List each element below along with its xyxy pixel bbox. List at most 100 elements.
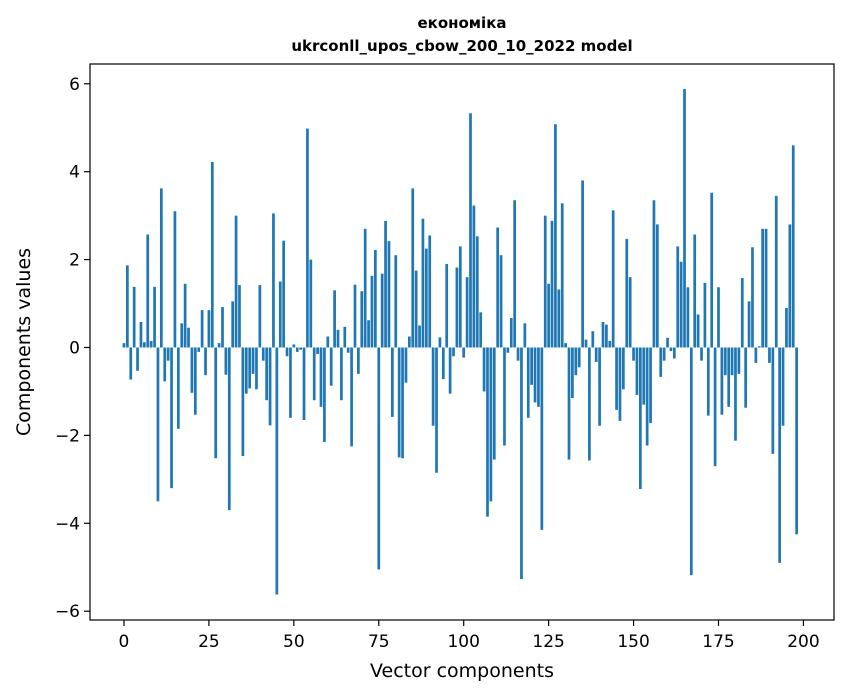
bar: [350, 347, 353, 447]
bar: [550, 220, 554, 348]
bar: [785, 307, 788, 348]
bar: [513, 200, 517, 348]
bar: [689, 347, 693, 576]
bar: [475, 236, 479, 348]
bar: [530, 347, 533, 385]
bar: [571, 347, 574, 399]
bar: [241, 347, 245, 457]
bar: [176, 347, 180, 429]
bar: [435, 347, 438, 473]
bar: [492, 347, 496, 460]
bar: [377, 347, 381, 570]
bar: [404, 347, 408, 383]
bar: [340, 347, 343, 401]
bar: [649, 347, 652, 424]
bar: [180, 323, 184, 348]
bar: [370, 275, 374, 348]
bar: [299, 347, 302, 350]
bar: [126, 265, 129, 348]
bar: [122, 343, 126, 348]
bar: [672, 347, 676, 359]
bar: [414, 270, 418, 348]
bar: [486, 347, 489, 517]
bar: [391, 347, 394, 417]
bar: [795, 347, 798, 535]
bar: [333, 290, 336, 348]
bar: [251, 347, 255, 374]
bar: [380, 273, 384, 348]
bar: [706, 347, 710, 416]
bar: [329, 347, 333, 386]
bar: [234, 215, 238, 348]
bar: [258, 285, 262, 348]
bar: [278, 281, 282, 348]
bar: [411, 188, 415, 348]
bar: [520, 347, 523, 580]
bar: [696, 314, 700, 348]
bar: [547, 283, 550, 348]
bar: [700, 347, 703, 361]
bar: [214, 347, 218, 459]
bar: [401, 347, 404, 459]
bar: [764, 228, 768, 348]
bar: [659, 347, 663, 377]
bar: [788, 224, 792, 348]
bar: [581, 180, 584, 348]
y-axis-ticks: −6 −4 −2 0 2 4 6: [55, 75, 90, 622]
bar: [462, 347, 466, 358]
bar: [645, 347, 649, 446]
bar: [190, 347, 194, 393]
bar: [319, 347, 323, 407]
bar: [554, 124, 557, 348]
bar: [652, 200, 656, 348]
y-tick-label: 6: [69, 75, 80, 95]
bar: [156, 347, 160, 502]
bar: [143, 342, 146, 348]
bar: [509, 318, 513, 348]
bar: [723, 347, 727, 376]
bar: [173, 211, 177, 348]
bar: [387, 241, 391, 348]
bar: [686, 287, 690, 348]
bar: [343, 326, 347, 348]
bar: [523, 323, 527, 348]
bar: [737, 347, 741, 374]
bar: [730, 347, 734, 376]
bar: [346, 347, 350, 353]
bar: [441, 347, 445, 380]
bar: [496, 227, 500, 348]
bar: [224, 347, 228, 375]
bar: [757, 346, 761, 348]
bar: [265, 347, 269, 401]
bar: [384, 220, 387, 348]
bar: [452, 347, 455, 357]
bar: [316, 347, 319, 355]
x-tick-label: 50: [283, 632, 305, 652]
bar: [261, 347, 265, 361]
bar: [666, 337, 669, 348]
bar: [244, 347, 248, 394]
bar: [132, 286, 136, 348]
bar: [744, 347, 748, 408]
bar: [394, 255, 398, 348]
bar: [751, 247, 754, 348]
bar: [564, 343, 567, 348]
bar: [761, 228, 765, 348]
bar: [421, 218, 425, 348]
bar: [632, 347, 635, 361]
bar: [710, 192, 714, 348]
bar: [791, 145, 795, 348]
x-axis-label: Vector components: [370, 660, 554, 682]
bar: [166, 347, 170, 361]
y-tick-label: 2: [69, 251, 80, 271]
bar: [683, 89, 686, 348]
bar: [560, 203, 564, 348]
bar: [197, 347, 201, 352]
bar: [747, 301, 751, 348]
bar: [248, 347, 252, 389]
bar: [669, 347, 673, 352]
x-tick-label: 75: [368, 632, 390, 652]
bar: [238, 285, 241, 348]
bar: [605, 324, 608, 348]
